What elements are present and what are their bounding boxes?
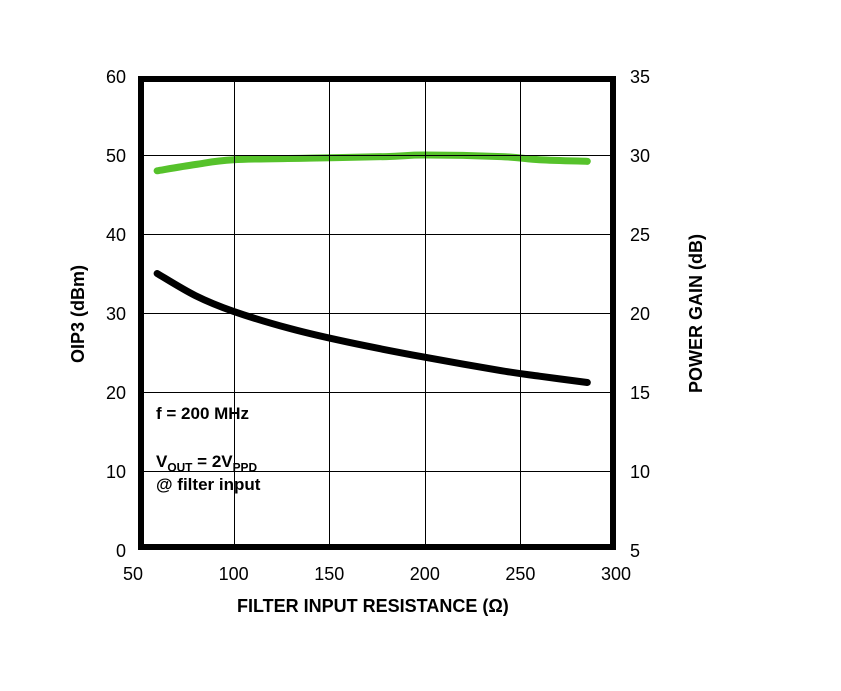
y-right-tick-label: 35 — [630, 67, 650, 88]
x-tick-label: 250 — [505, 564, 535, 585]
series-power-gain — [157, 155, 587, 171]
y-right-tick-label: 15 — [630, 383, 650, 404]
y-left-tick-label: 40 — [106, 225, 126, 246]
y-right-tick-label: 5 — [630, 541, 640, 562]
y-right-tick-label: 10 — [630, 462, 650, 483]
y-right-tick-label: 20 — [630, 304, 650, 325]
y-right-tick-label: 30 — [630, 146, 650, 167]
grid-line-horizontal — [144, 234, 610, 235]
annotation-frequency: f = 200 MHz — [156, 404, 249, 424]
grid-line-horizontal — [144, 313, 610, 314]
x-tick-label: 300 — [601, 564, 631, 585]
y-left-tick-label: 50 — [106, 146, 126, 167]
y-left-tick-label: 10 — [106, 462, 126, 483]
grid-line-horizontal — [144, 392, 610, 393]
y-axis-left-label: OIP3 (dBm) — [68, 265, 89, 363]
y-left-tick-label: 60 — [106, 67, 126, 88]
y-left-tick-label: 20 — [106, 383, 126, 404]
chart-page: FILTER INPUT RESISTANCE (Ω) OIP3 (dBm) P… — [0, 0, 841, 691]
y-left-tick-label: 0 — [116, 541, 126, 562]
series-oip3 — [157, 274, 587, 383]
grid-line-horizontal — [144, 471, 610, 472]
x-axis-label: FILTER INPUT RESISTANCE (Ω) — [237, 596, 509, 617]
x-tick-label: 100 — [219, 564, 249, 585]
y-axis-right-label: POWER GAIN (dB) — [686, 234, 707, 393]
curve-layer — [0, 0, 841, 691]
y-left-tick-label: 30 — [106, 304, 126, 325]
y-right-tick-label: 25 — [630, 225, 650, 246]
x-tick-label: 200 — [410, 564, 440, 585]
annotation-vout: VOUT = 2VPPD@ filter input — [156, 452, 260, 495]
grid-line-horizontal — [144, 155, 610, 156]
x-tick-label: 150 — [314, 564, 344, 585]
x-tick-label: 50 — [123, 564, 143, 585]
